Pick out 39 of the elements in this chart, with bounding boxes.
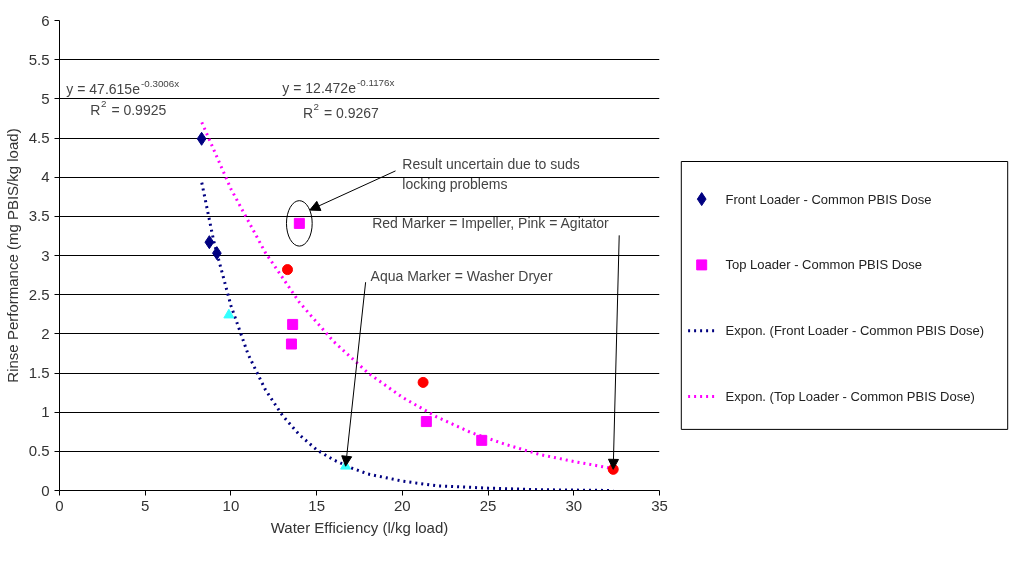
y-tick-label: 5.5: [28, 50, 50, 68]
x-tick-label: 0: [55, 496, 64, 514]
annotation: Aqua Marker = Washer Dryer: [370, 268, 553, 285]
y-tick-label: 3.5: [28, 207, 50, 225]
y-tick-label: 1: [41, 403, 50, 421]
point: [417, 376, 429, 388]
x-tick-label: 5: [141, 496, 150, 514]
annotation: Result uncertain due to suds locking problems: [402, 155, 580, 192]
x-tick-label: 25: [479, 496, 497, 514]
y-tick-label: 4: [41, 168, 50, 186]
annotation: Red Marker = Impeller, Pink = Agitator: [372, 215, 610, 232]
y-axis-title: Rinse Performance (mg PBIS/kg load): [3, 128, 21, 383]
x-tick-label: 10: [222, 496, 240, 514]
point: [420, 416, 432, 428]
x-tick-label: 20: [394, 496, 411, 514]
legend-label: Front Loader - Common PBIS Dose: [725, 191, 932, 207]
point: [196, 131, 207, 146]
x-axis-title: Water Efficiency (l/kg load): [270, 518, 449, 536]
x-tick-label: 15: [308, 496, 325, 514]
y-tick-label: 5: [41, 89, 50, 107]
y-tick-label: 1.5: [28, 364, 50, 381]
y-tick-label: 0.5: [28, 442, 50, 460]
y-tick-label: 2: [41, 324, 50, 342]
x-tick-label: 35: [651, 496, 668, 514]
y-tick-label: 0: [41, 481, 50, 499]
point: [476, 434, 488, 446]
point: [287, 318, 299, 330]
y-tick-label: 3: [41, 246, 50, 264]
point: [285, 338, 297, 350]
y-tick-label: 4.5: [28, 129, 50, 146]
y-tick-label: 2.5: [28, 285, 50, 303]
legend-label: Expon. (Top Loader - Common PBIS Dose): [725, 389, 975, 404]
legend-label: Expon. (Front Loader - Common PBIS Dose): [725, 323, 985, 339]
y-tick-label: 6: [41, 11, 50, 29]
legend-label: Top Loader - Common PBIS Dose: [725, 257, 923, 273]
x-tick-label: 30: [565, 496, 583, 514]
point: [204, 235, 215, 250]
point: [282, 264, 293, 276]
point: [223, 308, 235, 319]
